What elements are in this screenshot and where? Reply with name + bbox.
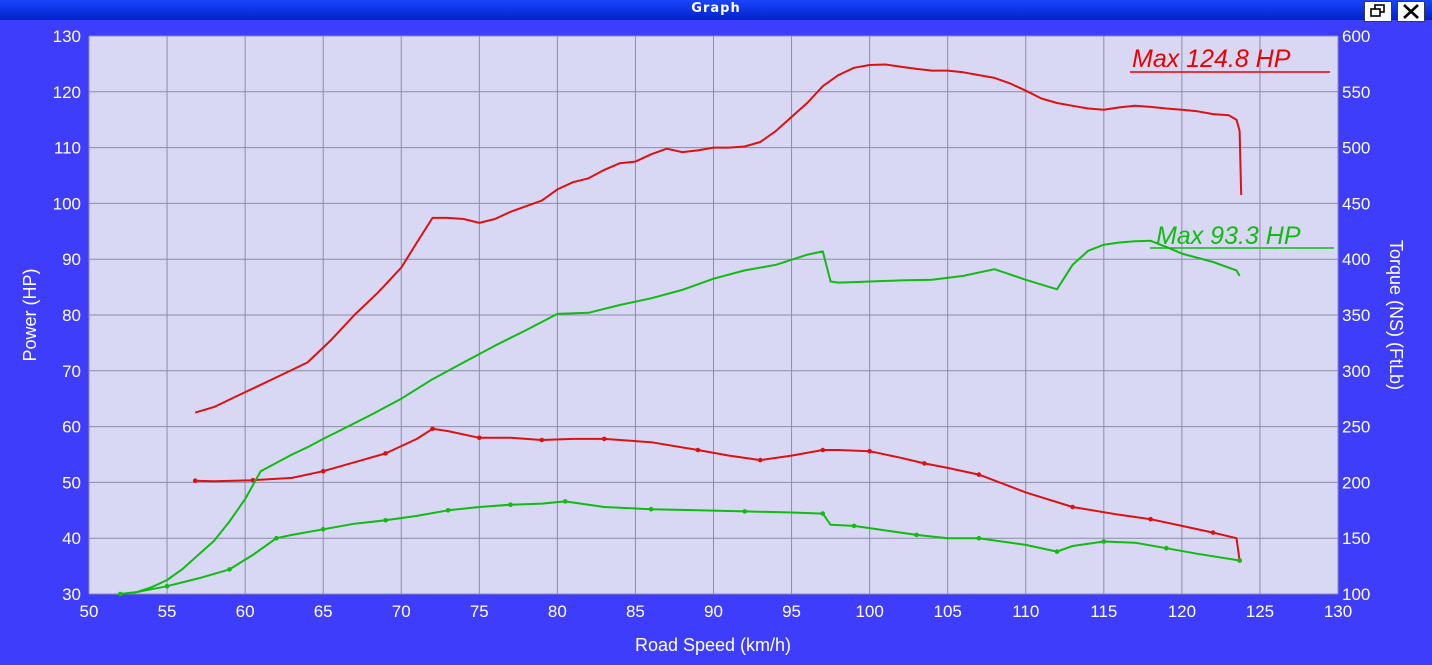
series-point-1 [922, 461, 927, 466]
y2-axis-label: Torque (NS) (FtLb) [1386, 240, 1406, 390]
series-point-1 [976, 472, 982, 477]
series-point-3 [976, 535, 982, 541]
max-power-red-label: Max 124.8 HP [1132, 45, 1291, 73]
series-point-3 [227, 567, 232, 572]
series-point-3 [1054, 549, 1060, 554]
series-point-3 [117, 591, 123, 597]
x-tick-label: 50 [80, 602, 99, 621]
series-point-1 [758, 457, 763, 463]
x-tick-label: 105 [934, 602, 962, 621]
x-tick-label: 70 [392, 602, 411, 621]
x-tick-label: 125 [1246, 602, 1274, 621]
series-point-1 [601, 436, 607, 442]
series-point-1 [320, 468, 326, 474]
series-point-3 [1164, 545, 1169, 551]
y2-tick-label: 600 [1342, 27, 1370, 46]
y-tick-label: 120 [53, 83, 81, 102]
x-tick-label: 130 [1324, 602, 1352, 621]
y-tick-label: 30 [62, 585, 81, 604]
series-point-1 [192, 478, 198, 484]
max-power-green-label: Max 93.3 HP [1156, 222, 1301, 250]
series-point-3 [164, 583, 170, 589]
y2-tick-label: 350 [1342, 306, 1370, 325]
close-icon [1403, 4, 1419, 19]
x-tick-label: 55 [158, 602, 177, 621]
y2-tick-label: 250 [1342, 418, 1370, 437]
title-bar[interactable]: Graph [0, 0, 1432, 22]
y-axis-label: Power (HP) [20, 268, 40, 361]
series-line-0 [194, 63, 1243, 414]
y-tick-label: 80 [62, 306, 81, 325]
x-tick-label: 90 [704, 602, 723, 621]
series-point-3 [1237, 558, 1242, 563]
series-point-3 [445, 508, 451, 513]
series-point-1 [695, 447, 701, 453]
y-tick-label: 90 [62, 250, 81, 269]
x-tick-label: 80 [548, 602, 567, 621]
series-line-1 [195, 427, 1241, 561]
close-button[interactable] [1397, 1, 1425, 22]
series-point-1 [1148, 516, 1153, 522]
x-axis-label: Road Speed (km/h) [635, 635, 791, 655]
series-point-1 [820, 447, 826, 453]
x-tick-label: 75 [470, 602, 489, 621]
tick-labels: 50 55 60 65 70 75 80 85 90 95 100 105 110 115 120 125 13… [53, 27, 1371, 621]
x-tick-label: 85 [626, 602, 645, 621]
series-point-3 [648, 506, 654, 512]
series-point-1 [430, 426, 435, 432]
y-tick-label: 130 [53, 27, 81, 46]
x-tick-label: 65 [314, 602, 333, 621]
series-point-3 [320, 527, 326, 532]
x-tick-label: 115 [1090, 602, 1117, 621]
series-point-1 [1210, 530, 1216, 535]
series-point-1 [867, 448, 872, 454]
y-tick-label: 70 [62, 362, 81, 381]
series-point-3 [914, 532, 919, 538]
series-point-1 [539, 437, 545, 443]
x-tick-label: 60 [236, 602, 255, 621]
y2-tick-label: 500 [1342, 139, 1370, 158]
restore-button[interactable] [1364, 1, 1392, 22]
restore-icon [1370, 4, 1385, 17]
y2-tick-label: 400 [1342, 250, 1370, 269]
series-point-3 [274, 535, 279, 541]
series-point-3 [1101, 539, 1107, 544]
y2-tick-label: 450 [1342, 194, 1370, 213]
series-point-1 [383, 451, 388, 456]
y-tick-label: 50 [62, 473, 81, 492]
x-tick-label: 120 [1168, 602, 1196, 621]
y2-tick-label: 550 [1342, 83, 1370, 102]
y-tick-label: 40 [62, 529, 81, 548]
max-power-annotation: Max 124.8 HP [1130, 45, 1330, 73]
y2-tick-label: 150 [1342, 529, 1370, 548]
series-point-3 [383, 518, 388, 523]
y2-tick-label: 200 [1342, 473, 1370, 492]
series-point-3 [851, 523, 857, 529]
series-point-1 [1070, 504, 1075, 510]
x-tick-label: 95 [782, 602, 801, 621]
series-point-3 [742, 509, 747, 514]
y2-tick-label: 100 [1342, 585, 1370, 604]
series-point-3 [562, 499, 568, 504]
series-point-1 [477, 435, 482, 441]
max-power-green-annotation: Max 93.3 HP [1150, 222, 1334, 250]
window-title: Graph [691, 1, 741, 16]
x-tick-label: 110 [1012, 602, 1039, 621]
series-line-2 [120, 239, 1241, 595]
series-point-3 [508, 502, 513, 508]
chart: 50 55 60 65 70 75 80 85 90 95 100 105 110 115 120 125 13… [20, 27, 1406, 655]
grid [88, 35, 1339, 595]
x-tick-label: 100 [855, 602, 883, 621]
y-tick-label: 100 [53, 194, 81, 213]
series-layer [117, 63, 1243, 597]
y-tick-label: 110 [54, 139, 81, 158]
y2-tick-label: 300 [1342, 362, 1370, 381]
y-tick-label: 60 [62, 418, 81, 437]
series-point-3 [820, 511, 826, 516]
